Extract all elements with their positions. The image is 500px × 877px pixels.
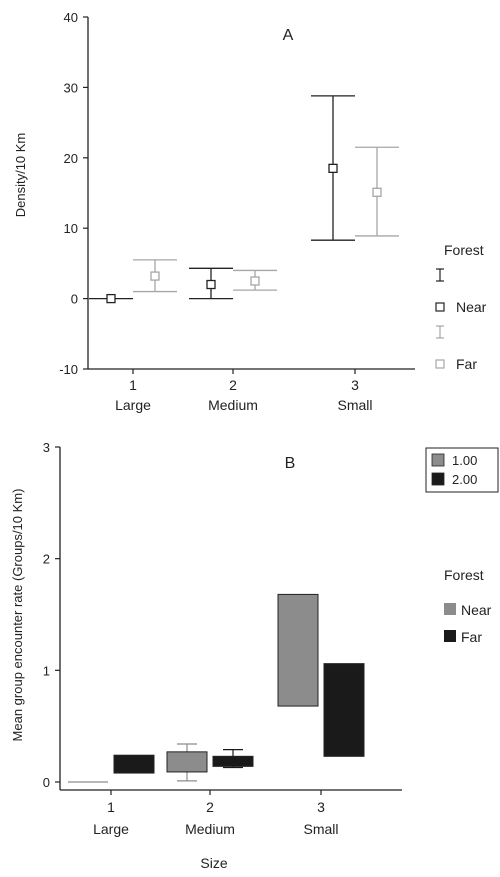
chart-b: 0 1 2 3 1 Large 2 Medium 3 Small Mean group encoun… (10, 440, 499, 871)
y-tick-label-a: -10 (59, 362, 78, 377)
bar-far (323, 663, 365, 757)
y-axis-label-a: Density/10 Km (13, 133, 28, 218)
mean-marker-near (106, 293, 116, 304)
legend-label-near: Near (461, 602, 492, 618)
panel-label-b: B (285, 455, 296, 472)
legend-title-b: Forest (444, 567, 484, 583)
y-tick-label-a: 0 (71, 292, 78, 307)
mean-marker-far (372, 187, 382, 197)
legend-swatch-near (444, 603, 456, 615)
legend-title-a: Forest (444, 242, 484, 258)
y-tick-label-a: 20 (64, 151, 78, 166)
x-tick-label-a: 3 (351, 377, 359, 393)
chart-a: -10 0 10 20 30 40 1 Large 2 Medium 3 Small Density/1… (13, 10, 487, 413)
legend-marker-icon-far (435, 359, 445, 369)
legend-marker-icon-near (435, 302, 445, 312)
legend-swatch-far (444, 630, 456, 642)
x-category-label-a: Large (115, 397, 151, 413)
y-tick-label-b: 1 (43, 663, 50, 678)
x-axis-label-b: Size (200, 855, 227, 871)
legend-label-far: Far (461, 629, 482, 645)
mean-marker-near (206, 279, 216, 290)
legend-label-far: Far (456, 356, 477, 372)
y-tick-label-b: 3 (43, 440, 50, 455)
key-swatch (431, 453, 445, 467)
bar-near (166, 751, 208, 773)
legend-label-near: Near (456, 299, 487, 315)
x-category-label-b: Medium (185, 821, 235, 837)
y-tick-label-a: 10 (64, 221, 78, 236)
mean-marker-far (250, 276, 260, 286)
x-category-label-b: Small (303, 821, 338, 837)
y-axis-label-b: Mean group encounter rate (Groups/10 Km) (10, 489, 25, 742)
x-tick-label-a: 2 (229, 377, 237, 393)
bar-far (113, 754, 155, 774)
x-tick-label-b: 3 (317, 799, 325, 815)
y-tick-label-b: 2 (43, 552, 50, 567)
y-tick-label-a: 30 (64, 80, 78, 95)
x-tick-label-b: 1 (107, 799, 115, 815)
x-tick-label-a: 1 (129, 377, 137, 393)
bar-near (277, 593, 319, 707)
panel-label-a: A (283, 27, 294, 44)
x-category-label-b: Large (93, 821, 129, 837)
x-tick-label-b: 2 (206, 799, 214, 815)
mean-marker-far (150, 271, 160, 281)
x-category-label-a: Medium (208, 397, 258, 413)
x-category-label-a: Small (337, 397, 372, 413)
bar-far (212, 755, 254, 767)
key-label: 1.00 (452, 453, 477, 468)
key-swatch (431, 472, 445, 486)
mean-marker-near (328, 163, 338, 174)
y-tick-label-b: 0 (43, 775, 50, 790)
y-tick-label-a: 40 (64, 10, 78, 25)
key-label: 2.00 (452, 472, 477, 487)
